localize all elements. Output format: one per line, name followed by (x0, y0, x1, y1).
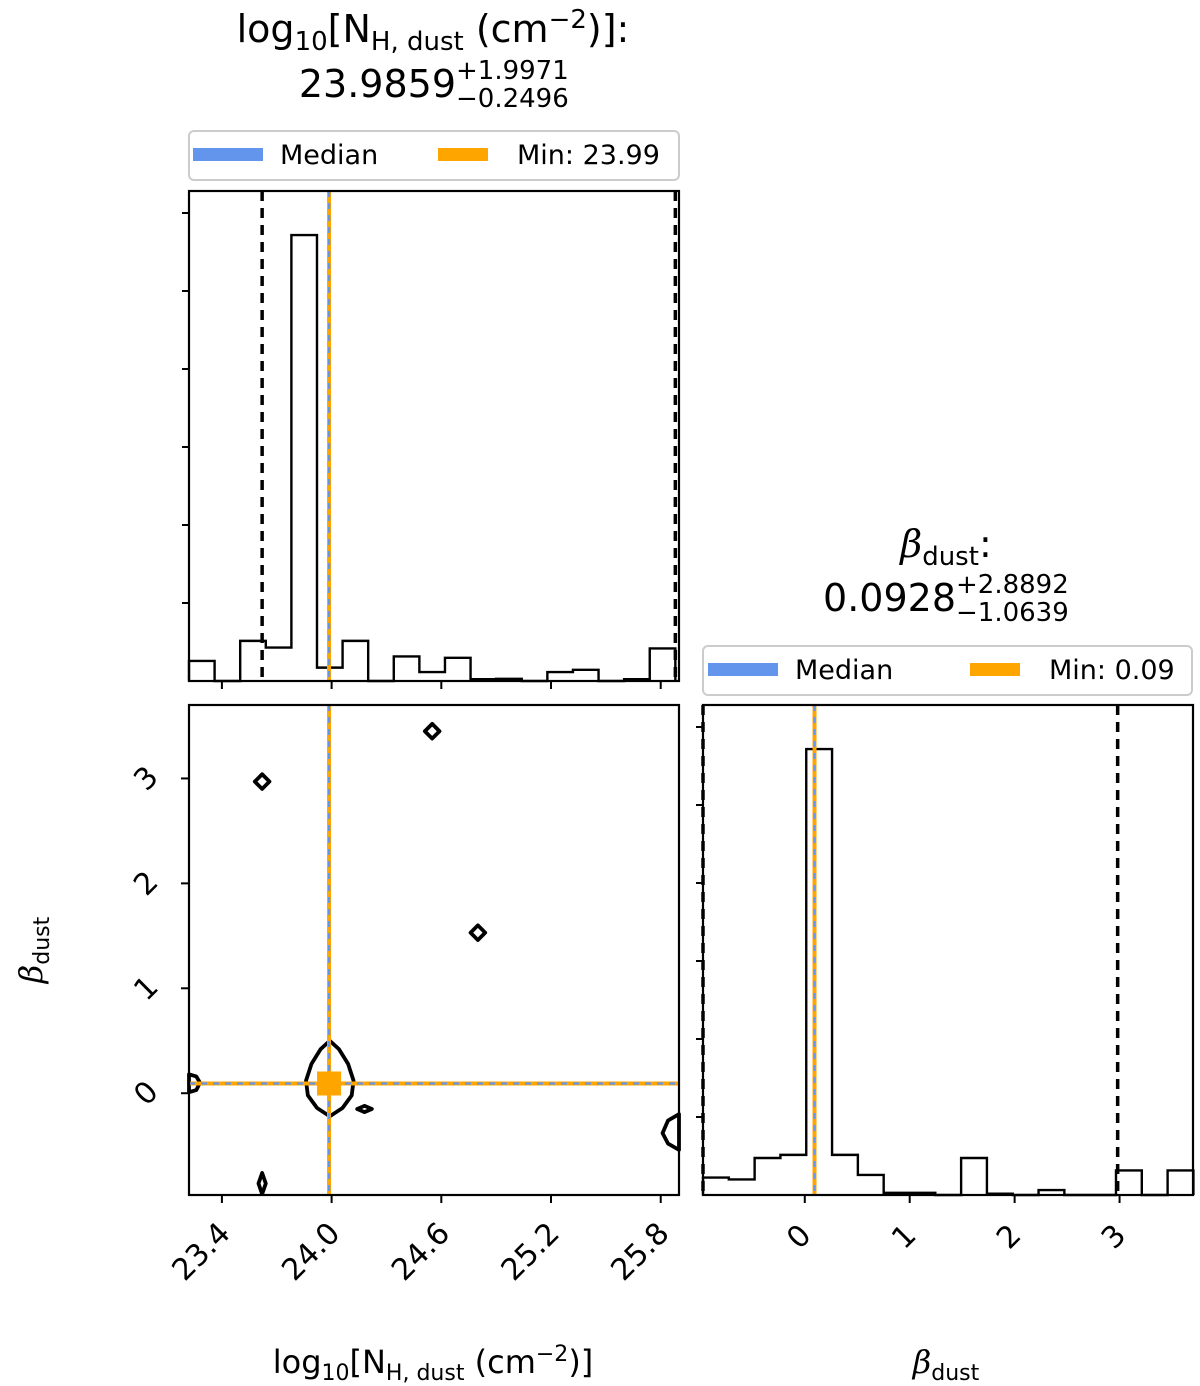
legend-min-swatch (970, 663, 1020, 676)
histogram-step (187, 233, 677, 683)
param2-title-value: 0.0928 (823, 576, 956, 620)
param1-title-label: log10[NH, dust (cm−2)]: (237, 5, 630, 57)
legend-param1: Median Min: 23.99 (188, 130, 680, 181)
contour-tick-d (355, 1103, 374, 1115)
legend-min-swatch (438, 148, 488, 161)
contour-blob-a (252, 772, 272, 791)
contour-blob-c (468, 923, 488, 942)
param2-title-plus: +2.8892 (956, 570, 1069, 600)
contour-blob-b (422, 721, 442, 741)
legend-min-label: Min: 0.09 (1049, 655, 1175, 686)
param2-title-label: βdust: (898, 522, 992, 572)
param1-title-plus: +1.9971 (456, 56, 569, 86)
x-axis-label-param2: βdust (912, 1343, 980, 1386)
legend-median-label: Median (280, 140, 378, 171)
hist-frame-param2 (701, 703, 1195, 1197)
hist-frame-param1 (187, 189, 681, 683)
scatter-frame (187, 703, 681, 1197)
param1-title-value: 23.9859 (299, 62, 456, 106)
legend-box (188, 130, 680, 181)
y-axis-label-param2: βdust (12, 916, 55, 984)
legend-param2: Median Min: 0.09 (702, 645, 1193, 696)
legend-min-label: Min: 23.99 (517, 140, 660, 171)
param2-title-minus: −1.0639 (956, 598, 1069, 628)
min-point-marker (317, 1071, 342, 1096)
hist-panel-param1 (182, 189, 681, 689)
legend-median-swatch (193, 148, 263, 161)
legend-box (702, 645, 1193, 696)
x-axis-label-param1: log10[NH, dust (cm−2)] (273, 1342, 594, 1386)
legend-median-label: Median (795, 655, 893, 686)
param1-title-minus: −0.2496 (456, 84, 569, 114)
legend-median-swatch (708, 663, 778, 676)
